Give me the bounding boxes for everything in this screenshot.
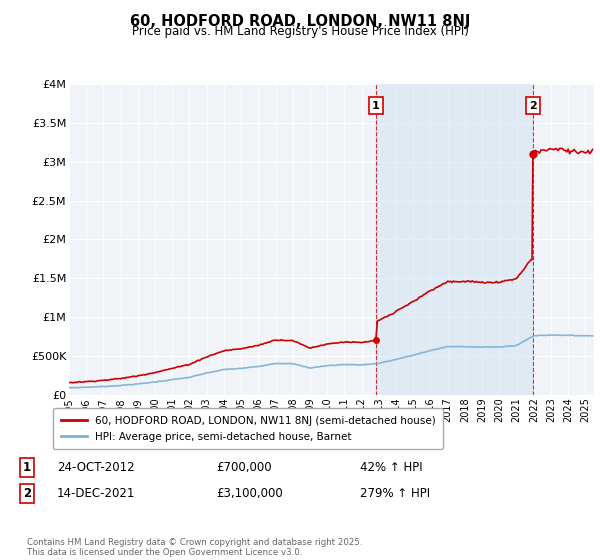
- Legend: 60, HODFORD ROAD, LONDON, NW11 8NJ (semi-detached house), HPI: Average price, se: 60, HODFORD ROAD, LONDON, NW11 8NJ (semi…: [53, 408, 443, 449]
- Text: 2: 2: [529, 101, 537, 111]
- Text: Contains HM Land Registry data © Crown copyright and database right 2025.
This d: Contains HM Land Registry data © Crown c…: [27, 538, 362, 557]
- Text: 1: 1: [23, 461, 31, 474]
- Text: 60, HODFORD ROAD, LONDON, NW11 8NJ: 60, HODFORD ROAD, LONDON, NW11 8NJ: [130, 14, 470, 29]
- Text: 279% ↑ HPI: 279% ↑ HPI: [360, 487, 430, 501]
- Text: 24-OCT-2012: 24-OCT-2012: [57, 461, 134, 474]
- Text: 1: 1: [372, 101, 380, 111]
- Text: 14-DEC-2021: 14-DEC-2021: [57, 487, 136, 501]
- Text: 42% ↑ HPI: 42% ↑ HPI: [360, 461, 422, 474]
- Text: Price paid vs. HM Land Registry's House Price Index (HPI): Price paid vs. HM Land Registry's House …: [131, 25, 469, 38]
- Text: £700,000: £700,000: [216, 461, 272, 474]
- Text: 2: 2: [23, 487, 31, 501]
- Text: £3,100,000: £3,100,000: [216, 487, 283, 501]
- Bar: [376, 84, 533, 395]
